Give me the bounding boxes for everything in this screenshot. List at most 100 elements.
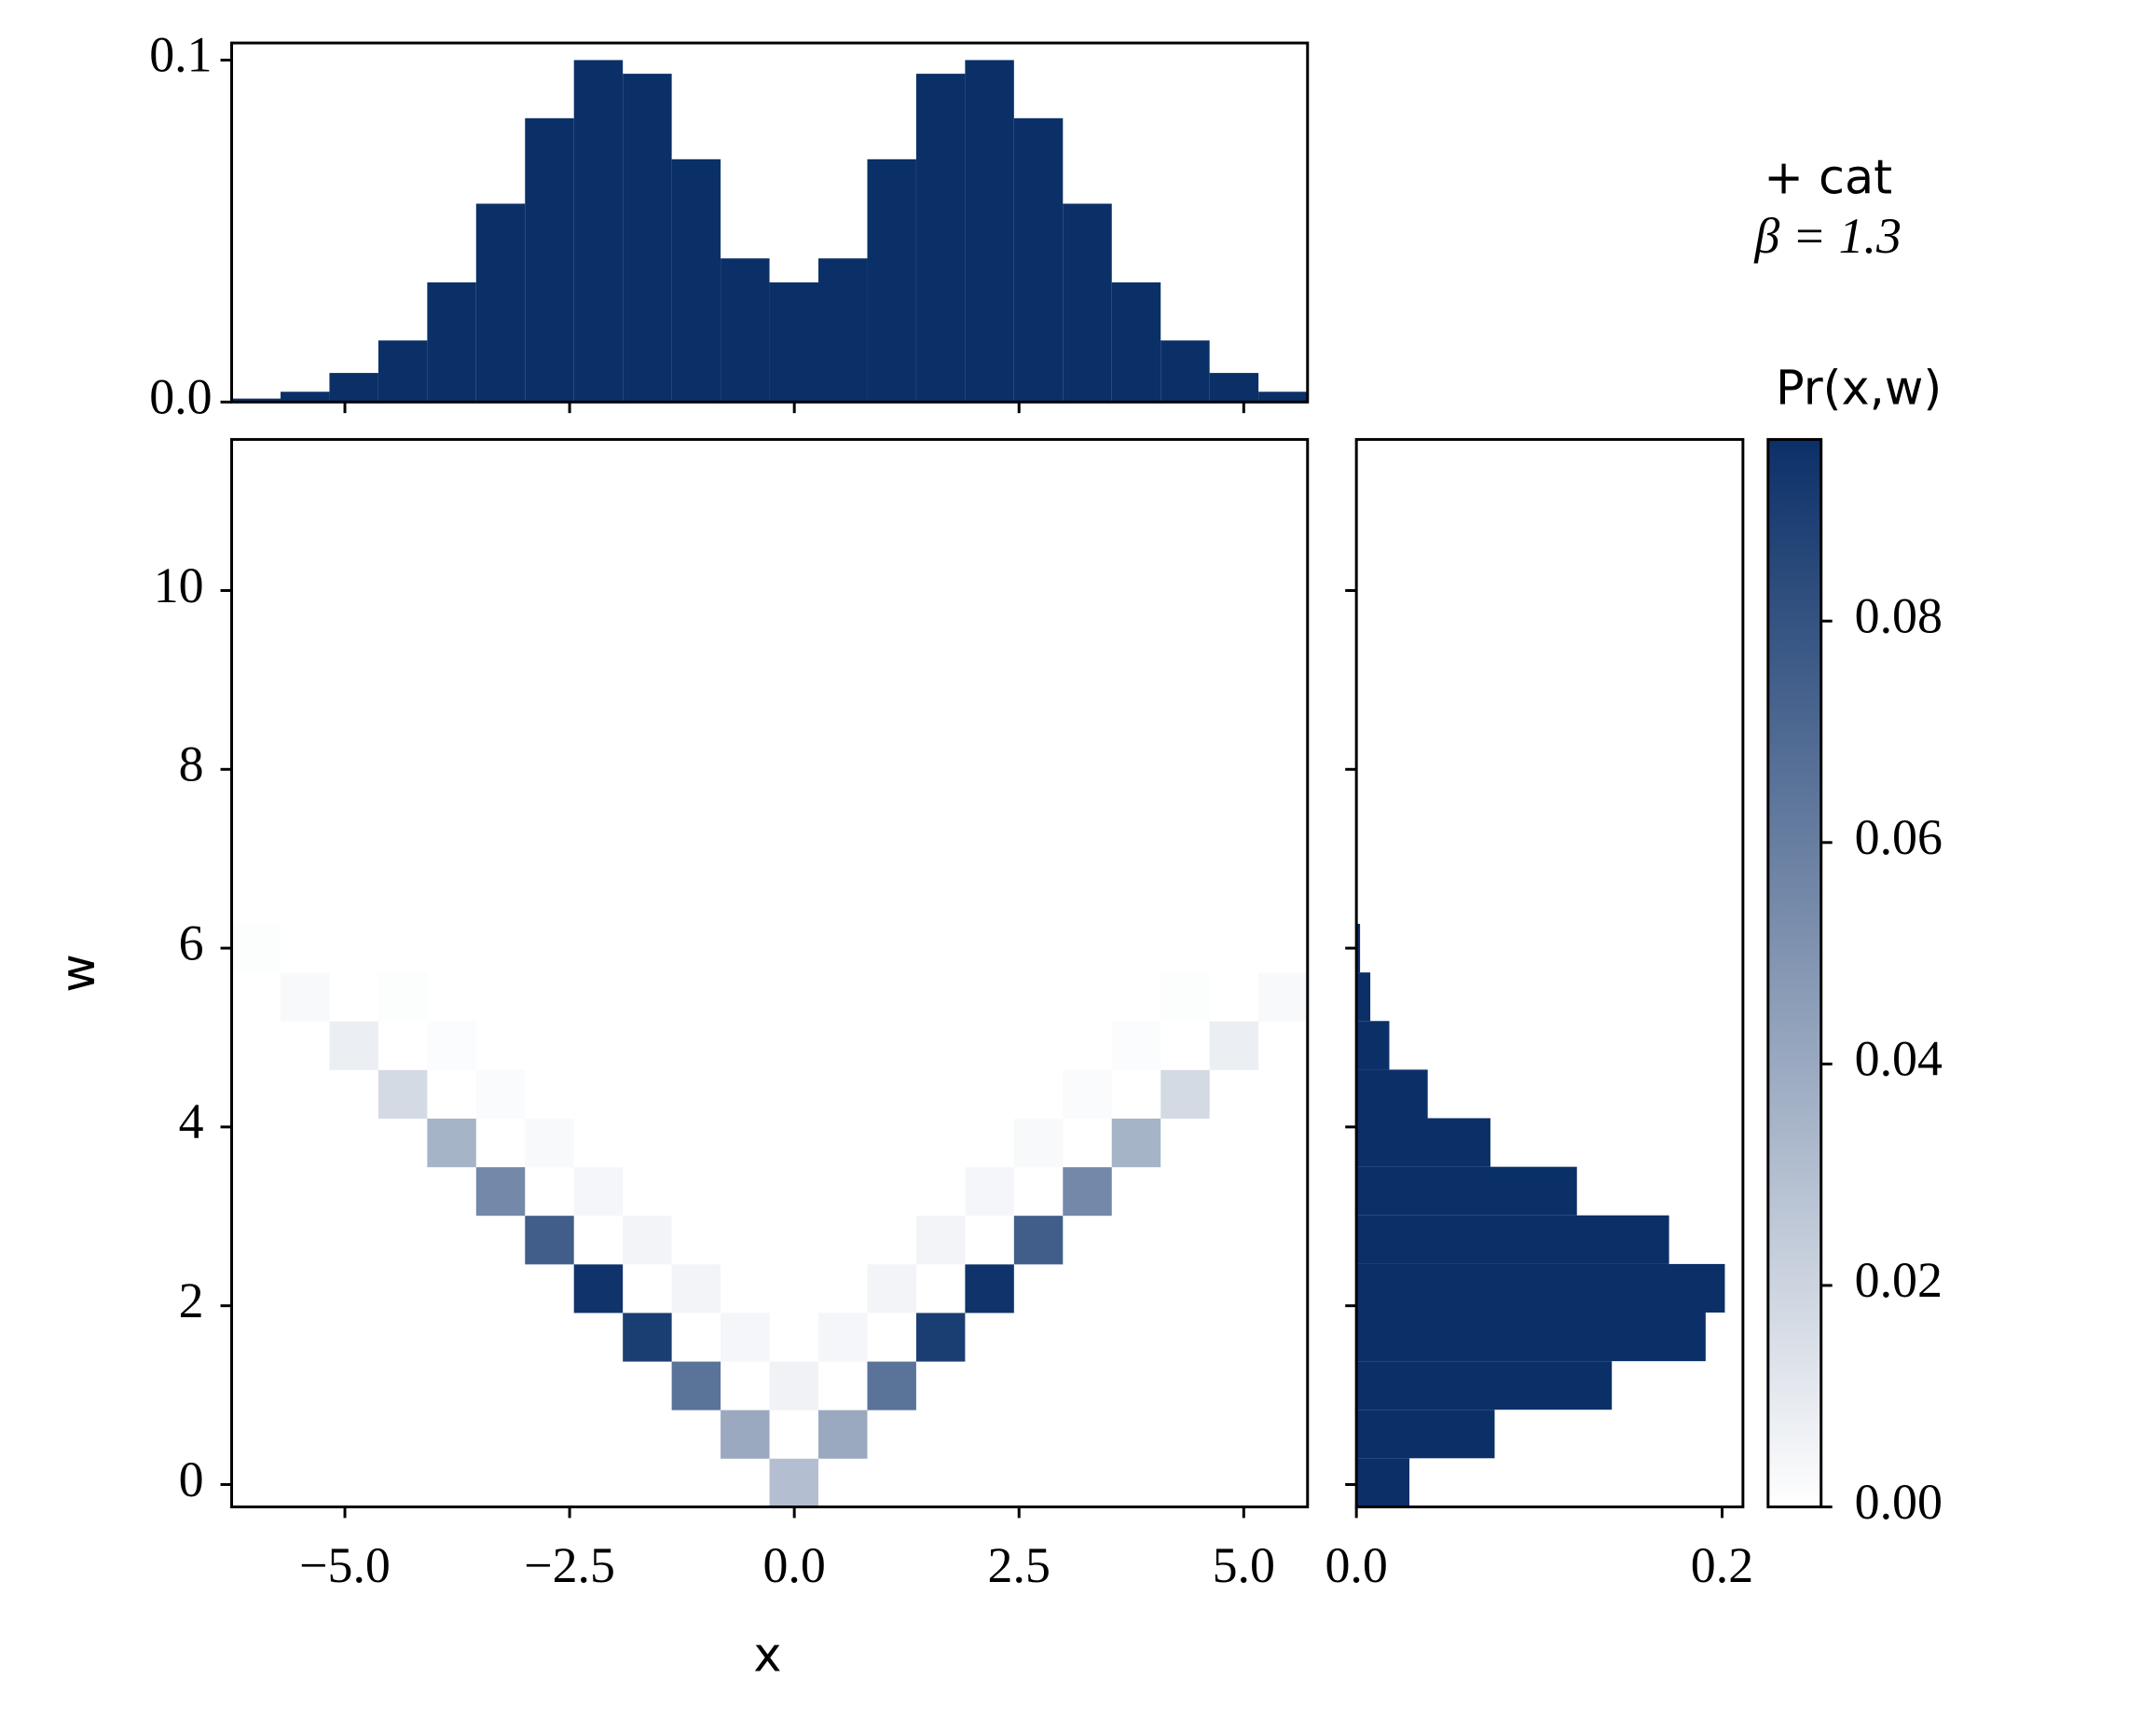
heatmap-cell [1160,1361,1211,1410]
heatmap-cell [378,1263,428,1313]
heatmap-cell [1160,1166,1211,1217]
heatmap-cell [769,972,819,1022]
heatmap-cell [1209,1312,1259,1362]
colorbar-tick-label: 0.08 [1855,588,1943,644]
heatmap-cell [427,1021,477,1070]
heatmap-cell [1063,1263,1113,1313]
heatmap-cell [427,1263,477,1313]
bar [1356,1118,1490,1167]
heatmap-cell [1258,1361,1309,1410]
heatmap-cell [329,1361,379,1410]
heatmap-cell [623,1458,673,1507]
heatmap-cell [427,972,477,1022]
heatmap-cell [280,1069,330,1119]
bar [427,282,476,403]
heatmap-cell [818,1069,868,1119]
bar [671,158,721,403]
heatmap-cell [231,1215,282,1265]
heatmap-cell [867,1312,917,1362]
heatmap-cell [1063,1021,1113,1070]
heatmap-cell [329,972,379,1022]
heatmap-cell [671,1215,721,1265]
heatmap-cell [671,1458,721,1507]
heatmap-cell [1209,972,1259,1022]
heatmap-cell [1160,1069,1211,1119]
heatmap-cell [1209,1069,1259,1119]
heatmap-cell [231,1166,282,1217]
colorbar-tick-label: 0.02 [1855,1252,1943,1308]
heatmap-cell [378,1410,428,1459]
bar [1356,1069,1428,1119]
heatmap-cell [915,1166,966,1217]
heatmap-cell [573,1069,624,1119]
heatmap-cell [1258,1263,1309,1313]
heatmap-cell [427,1166,477,1217]
heatmap-cell [475,1215,526,1265]
heatmap-cell [475,1263,526,1313]
heatmap-cell [818,972,868,1022]
heatmap-cell [378,1361,428,1410]
heatmap-cell [1013,1361,1064,1410]
heatmap-cell [965,1166,1015,1217]
heatmap-cell [280,924,330,973]
heatmap-cell [573,1118,624,1168]
colorbar-tick-label: 0.04 [1855,1031,1943,1087]
heatmap-cell [1258,1069,1309,1119]
heatmap-cell [1258,924,1309,973]
heatmap-cell [1063,1458,1113,1507]
heatmap-cell [1063,1069,1113,1119]
heatmap-cell [623,1069,673,1119]
heatmap-cell [721,1118,770,1168]
heatmap-cell [1063,972,1113,1022]
heatmap-cell [525,1118,575,1168]
heatmap-cell [623,1215,673,1265]
heatmap-cell [623,1118,673,1168]
bar [769,282,819,403]
heatmap-cell [1013,1263,1064,1313]
heatmap-cell [573,1166,624,1217]
heatmap-cell [427,1069,477,1119]
heatmap-cell [475,1312,526,1362]
heatmap-cell [525,1069,575,1119]
heatmap-cell [329,1166,379,1217]
heatmap-cell [1013,1410,1064,1459]
heatmap-cell [769,1410,819,1459]
heatmap-cell [1013,1069,1064,1119]
heatmap-cell [280,1263,330,1313]
heatmap-cell [1111,1410,1161,1459]
heatmap-cell [427,1410,477,1459]
heatmap-cell [965,1410,1015,1459]
y-tick-label: 8 [179,736,204,792]
y-tick-label: 4 [179,1093,204,1149]
heatmap-cell [671,972,721,1022]
heatmap-cell [280,1361,330,1410]
heatmap-cell [1111,924,1161,973]
y-tick-label: 0.1 [149,27,212,83]
heatmap-cell [721,1263,770,1313]
heatmap-cell [475,1069,526,1119]
heatmap-cell [1111,1069,1161,1119]
heatmap-cell [623,924,673,973]
x-tick-label: 5.0 [1213,1537,1275,1593]
heatmap-cell [525,972,575,1022]
heatmap-cell [525,1166,575,1217]
heatmap-cell [915,1021,966,1070]
heatmap-cell [1013,924,1064,973]
heatmap-cell [329,924,379,973]
heatmap-cell [915,972,966,1022]
heatmap-cell [1063,1118,1113,1168]
heatmap-cell [1063,1166,1113,1217]
x-tick-label: −2.5 [524,1537,615,1593]
bar [1356,1166,1577,1216]
heatmap-cell [1063,924,1113,973]
heatmap-cell [721,1410,770,1459]
heatmap-cell [867,1118,917,1168]
heatmap-cell [671,1021,721,1070]
colorbar [1767,439,1821,1507]
heatmap-cell [1013,1021,1064,1070]
y-tick-label: 10 [154,557,204,613]
heatmap-cell [231,1021,282,1070]
heatmap-cell [721,1361,770,1410]
heatmap-cell [867,1410,917,1459]
